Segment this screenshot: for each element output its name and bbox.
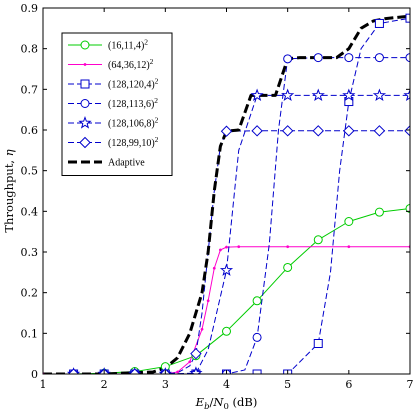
series-1-point-9 [225,245,228,249]
legend-marker-0 [80,40,90,50]
series-3-point-15 [405,53,410,63]
series-line-0 [43,207,410,374]
series-5-point-7 [190,347,202,360]
series-3-point-11 [283,54,293,64]
series-1-point-8 [218,248,222,252]
legend-marker-3 [80,99,90,108]
legend-marker-4 [78,116,92,129]
series-4-point-10 [281,88,295,102]
legend-label-2: (128,120,4)2 [108,77,159,91]
series-5-point-1 [67,368,80,374]
series-5-point-14 [281,125,294,137]
x-tick-label-4: 5 [284,378,291,391]
y-tick-label-7: 0.7 [21,83,39,96]
x-tick-label-2: 3 [162,378,169,391]
series-3-point-14 [374,53,384,63]
y-axis-label: Throughput, η [2,149,16,232]
series-line-6 [43,14,410,374]
series-1-point-11 [286,245,290,249]
y-tick-label-8: 0.8 [21,43,39,56]
series-4-point-11 [311,88,325,102]
x-tick-label-3: 4 [223,378,230,391]
series-2-point-9 [313,339,323,348]
y-tick-label-2: 0.2 [21,287,39,300]
series-line-3 [43,57,410,374]
series-0-point-6 [222,326,231,336]
series-4-point-12 [342,88,356,102]
series-4-point-7 [219,263,234,276]
series-2-point-15 [405,13,410,23]
series-0-point-8 [283,262,293,272]
series-5-point-13 [251,125,263,137]
series-0-point-11 [374,207,384,217]
series-5-point-18 [404,125,410,137]
x-axis-label: Eb/N0 (dB) [195,395,258,412]
legend: (16,11,4)2 (64,36,12)2 (128,120,4)2 (128,11… [61,32,173,176]
legend-marker-2 [80,79,90,89]
series-1-point-10 [237,245,241,249]
legend-marker-1 [83,63,87,66]
legend-label-4: (128,106,8)2 [108,116,159,130]
series-1-point-7 [212,266,216,270]
series-5-point-3 [129,368,141,374]
series-0-point-12 [405,203,410,213]
series-4-point-9 [250,88,264,102]
series-1-point-3 [176,370,180,374]
y-tick-label-0: 0 [31,368,38,381]
series-0-point-9 [313,235,323,245]
x-tick-label-5: 6 [345,378,352,391]
x-tick-label-6: 7 [407,378,414,391]
series-3-point-12 [313,53,323,63]
series-5-point-15 [312,125,324,137]
series-0-point-7 [252,296,262,306]
series-5-point-12 [220,125,233,137]
x-tick-label-1: 2 [101,378,108,391]
y-tick-label-1: 0.1 [21,327,39,340]
legend-label-1: (64,36,12)2 [108,57,154,71]
x-tick-label-0: 1 [40,378,47,391]
series-2-point-7 [252,369,262,374]
legend-label-0: (16,11,4)2 [108,38,148,52]
y-tick-label-3: 0.3 [21,246,39,259]
series-1-point-6 [206,299,210,303]
series-0-point-10 [344,217,354,226]
legend-label-3: (128,113,6)2 [108,96,158,110]
series-5-point-17 [373,125,386,137]
series-1-point-12 [347,245,351,249]
series-4-point-14 [403,88,410,102]
series-3-point-8 [252,332,262,342]
series-1-point-4 [188,360,192,364]
y-tick-label-6: 0.6 [21,124,39,137]
series-5-point-16 [343,125,355,137]
legend-label-5: (128,99,10)2 [108,135,159,149]
series-2-point-14 [374,18,384,28]
legend-marker-5 [79,136,91,149]
series-4-point-5 [189,366,203,374]
series-1-point-5 [200,327,204,331]
series-3-point-13 [344,53,354,63]
legend-box [61,32,173,176]
y-tick-label-4: 0.4 [21,205,39,218]
legend-label-6: Adaptive [108,158,145,169]
series-line-2 [43,17,410,374]
y-tick-label-5: 0.5 [21,165,39,178]
series-4-point-13 [372,88,387,102]
y-tick-label-9: 0.9 [21,2,39,15]
